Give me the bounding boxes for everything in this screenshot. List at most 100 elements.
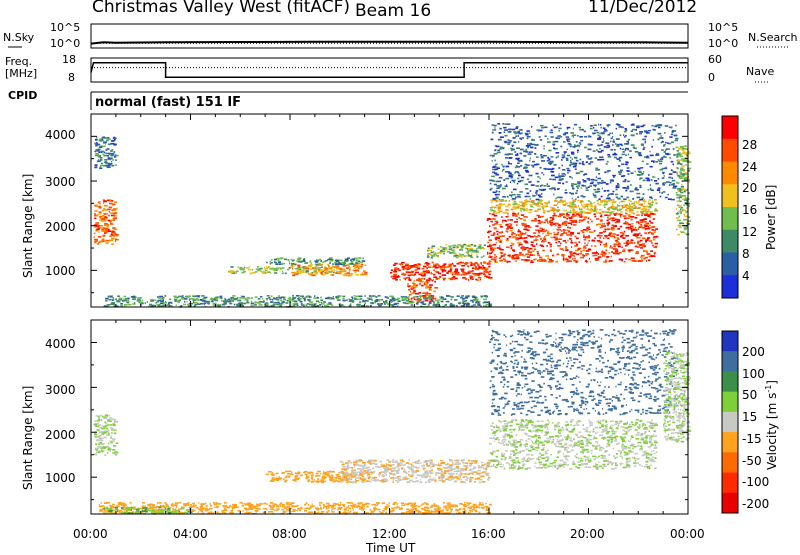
power-cell-8 [364,295,366,297]
power-cell-9 [585,244,589,247]
power-cell-4 [290,262,295,265]
power-cell-11 [521,137,525,139]
power-cell-3 [350,273,353,275]
velocity-cell-0 [107,419,110,421]
power-cell-11 [507,153,511,155]
power-cell-6 [414,298,416,300]
power-cell-12 [687,205,690,207]
power-cell-2 [261,271,265,273]
power-cell-6 [412,282,415,285]
power-cell-8 [243,297,245,300]
power-cell-11 [649,196,653,199]
velocity-cell-0 [115,421,119,423]
power-cell-8 [338,295,342,297]
power-cell-9 [562,240,566,242]
power-cell-10 [564,200,566,202]
power-cell-11 [589,185,593,187]
power-cell-11 [526,178,530,181]
power-cell-9 [646,253,651,255]
velocity-cell-2 [358,460,361,463]
power-cell-9 [611,224,615,227]
power-cell-9 [569,217,573,219]
power-cell-5 [484,269,488,272]
velocity-cell-2 [446,470,450,472]
power-cell-3 [325,269,327,272]
velocity-cell-2 [378,473,382,476]
power-cell-5 [416,268,421,270]
power-cell-9 [522,237,524,240]
power-cell-9 [604,245,608,248]
power-cell-0 [109,235,113,238]
power-cell-10 [538,199,542,202]
power-cell-8 [149,303,153,306]
power-cell-7 [476,247,478,250]
power-cell-11 [627,173,630,175]
power-cell-11 [607,156,612,158]
power-cell-8 [225,300,229,303]
power-cell-12 [685,172,689,174]
power-cell-9 [553,233,557,236]
power-cell-4 [351,258,356,260]
power-cell-3 [298,266,303,269]
power-cell-9 [569,238,572,240]
power-cell-9 [582,231,585,234]
power-cell-11 [659,158,664,161]
power-cell-11 [600,182,603,184]
power-cell-9 [599,220,603,223]
power-cell-9 [602,225,606,227]
power-cell-9 [576,253,579,256]
power-cell-5 [467,272,471,274]
velocity-cell-1 [311,480,313,483]
power-cell-9 [498,257,501,259]
power-cell-10 [489,206,493,209]
power-cell-5 [438,272,442,275]
power-cell-9 [525,253,529,256]
velocity-cell-2 [445,467,447,469]
power-cell-11 [566,167,570,170]
power-cell-11 [549,163,552,166]
velocity-cell-2 [450,473,455,475]
power-cell-8 [126,301,129,304]
power-cell-5 [442,277,446,280]
power-cell-8 [318,301,320,304]
velocity-cell-2 [392,461,396,464]
power-cell-7 [480,256,483,258]
velocity-cell-0 [112,449,116,451]
power-cell-8 [107,295,110,298]
power-cell-11 [562,141,566,143]
power-cell-8 [125,297,129,300]
power-cell-3 [324,273,328,275]
power-cell-11 [599,135,602,138]
power-cell-3 [364,273,368,276]
power-cell-8 [489,304,492,307]
power-cell-0 [103,208,106,210]
power-cell-6 [412,297,415,299]
power-cell-9 [587,227,589,230]
velocity-cell-2 [469,480,472,483]
velocity-cell-1 [332,478,335,481]
power-cell-11 [505,177,510,180]
power-cell-11 [577,181,581,183]
power-cell-8 [467,305,470,308]
power-cell-8 [169,298,171,301]
power-cell-9 [545,255,549,257]
power-cell-2 [282,267,285,269]
power-cell-5 [450,272,454,274]
power-cell-8 [208,300,210,303]
power-cell-11 [554,148,558,150]
power-cell-8 [198,295,201,297]
velocity-cell-2 [354,472,358,475]
power-cell-11 [588,163,591,165]
power-cell-11 [571,158,573,160]
power-cell-3 [291,271,296,274]
power-cell-2 [255,268,260,270]
velocity-cell-2 [461,459,465,461]
power-cell-8 [185,296,190,298]
power-cell-8 [160,297,164,300]
power-cell-11 [587,135,590,137]
power-cell-8 [139,299,142,302]
power-cell-11 [495,163,497,166]
power-cell-8 [465,299,468,302]
power-cell-1 [104,137,107,139]
power-cell-3 [342,270,344,272]
